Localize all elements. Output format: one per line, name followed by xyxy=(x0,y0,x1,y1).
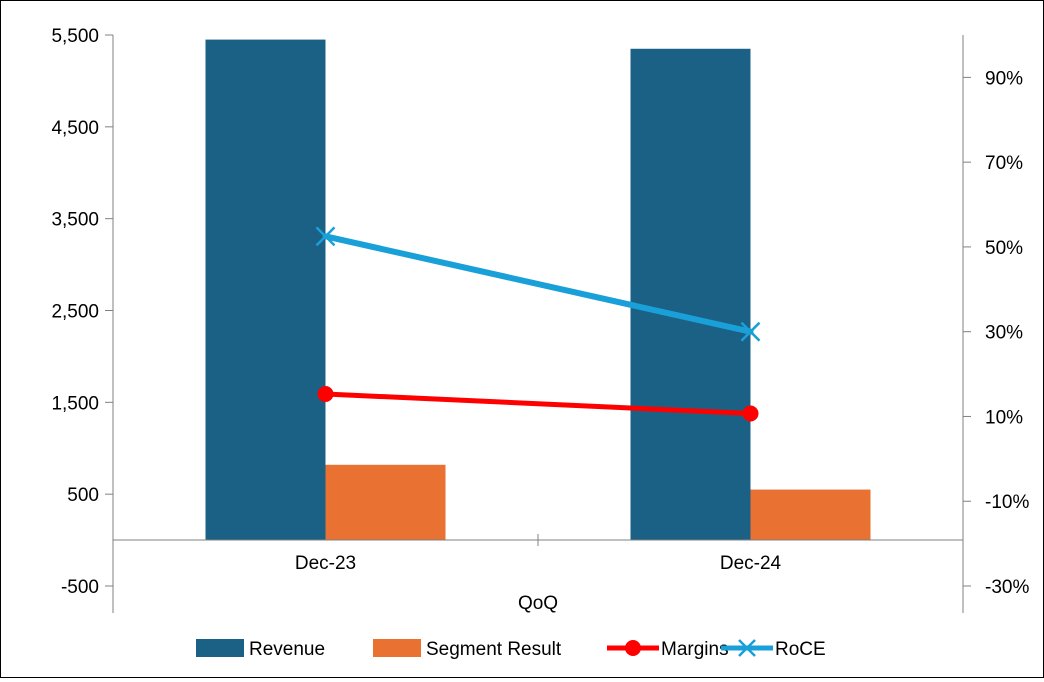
marker-roce-1 xyxy=(315,226,336,247)
right-tick-label: 10% xyxy=(985,407,1023,428)
category-group-label: QoQ xyxy=(518,593,558,614)
line-roce xyxy=(322,233,754,335)
bar-revenue-1 xyxy=(205,39,326,541)
legend: Revenue Segment Result Margins RoCE xyxy=(196,639,826,660)
right-tick-label: 50% xyxy=(985,238,1023,259)
right-tick-label: -30% xyxy=(985,577,1029,598)
bar-segment-result-2 xyxy=(750,489,871,541)
marker-roce-2 xyxy=(740,321,761,342)
legend-label-roce: RoCE xyxy=(775,639,826,660)
axes: -500 500 1,500 2,500 3,500 4,500 5,500 -30% -10%… xyxy=(51,26,1029,614)
legend-swatch-revenue xyxy=(196,639,244,657)
line-margins xyxy=(323,391,753,416)
bar-revenue-2 xyxy=(630,48,751,541)
left-tick-label: 500 xyxy=(67,485,99,506)
left-tick-label: 4,500 xyxy=(51,118,99,139)
right-tick-label: 70% xyxy=(985,153,1023,174)
bar-segment-result-1 xyxy=(325,464,446,541)
legend-marker-margins xyxy=(625,640,641,656)
left-tick-label: 1,500 xyxy=(51,393,99,414)
marker-margins-2 xyxy=(742,405,759,422)
right-tick-label: -10% xyxy=(985,492,1029,513)
legend-label-segment-result: Segment Result xyxy=(426,639,562,660)
right-tick-label: 30% xyxy=(985,323,1023,344)
plot-area xyxy=(205,39,871,541)
marker-margins-1 xyxy=(317,385,334,402)
legend-swatch-segment-result xyxy=(373,639,421,657)
category-label: Dec-23 xyxy=(295,553,356,574)
legend-label-revenue: Revenue xyxy=(249,639,325,660)
legend-label-margins: Margins xyxy=(661,639,729,660)
right-tick-label: 90% xyxy=(985,68,1023,89)
left-tick-label: 2,500 xyxy=(51,302,99,323)
category-label: Dec-24 xyxy=(720,553,782,574)
left-tick-label: 5,500 xyxy=(51,26,99,47)
legend-marker-roce xyxy=(738,639,756,657)
left-tick-label: -500 xyxy=(61,577,99,598)
left-tick-label: 3,500 xyxy=(51,210,99,231)
